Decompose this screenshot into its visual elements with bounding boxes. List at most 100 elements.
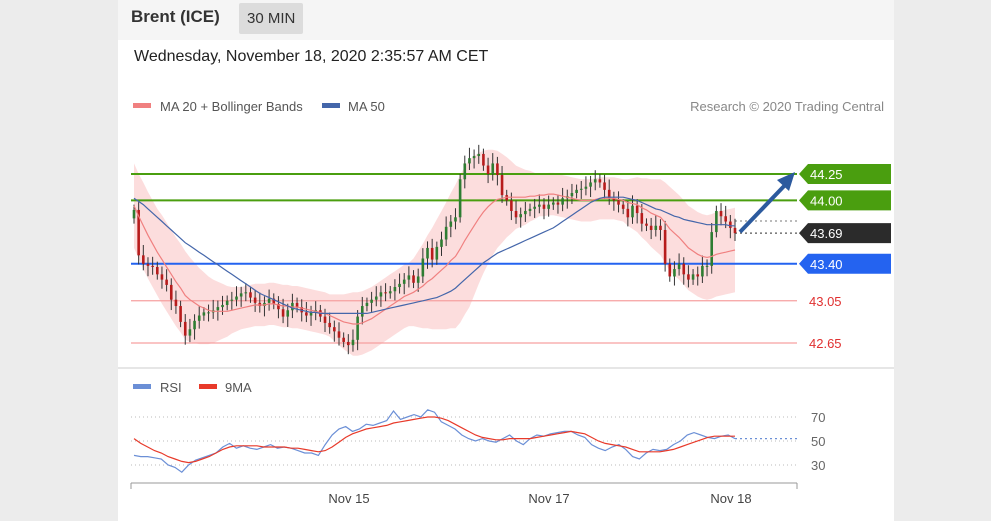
candle xyxy=(519,207,522,228)
candle xyxy=(556,194,560,214)
candle xyxy=(477,144,481,164)
candle xyxy=(663,220,667,272)
candle-body xyxy=(281,309,285,317)
candle xyxy=(458,174,462,223)
candle-body xyxy=(272,298,276,304)
candle xyxy=(538,194,541,214)
candle xyxy=(286,303,290,327)
candle-body xyxy=(221,304,224,308)
candle xyxy=(621,199,625,215)
ma20-legend-swatch xyxy=(133,103,151,108)
candle-body xyxy=(486,165,490,174)
ma50-legend-swatch xyxy=(322,103,340,108)
candle-body xyxy=(249,292,252,298)
candle-body xyxy=(645,223,648,226)
candle-body xyxy=(146,263,150,266)
candle-body xyxy=(244,292,248,294)
rsi-area: 70 50 30 xyxy=(131,409,825,473)
level-tag-43.69 xyxy=(799,223,891,244)
candle xyxy=(691,269,695,285)
rsi-tick-70: 70 xyxy=(811,410,825,425)
candle-body xyxy=(137,209,140,256)
candle-body xyxy=(454,217,457,222)
candle-body xyxy=(388,291,392,294)
candle-body xyxy=(663,229,667,264)
chart-header: Brent (ICE) 30 MIN xyxy=(118,0,894,40)
candle xyxy=(444,216,448,247)
candle-body xyxy=(421,258,425,277)
candle-body xyxy=(533,206,536,209)
candle xyxy=(710,223,714,274)
candle-body xyxy=(407,275,411,280)
candle-body xyxy=(724,216,727,222)
candle-body xyxy=(691,274,695,280)
candle xyxy=(719,203,723,226)
candle-body xyxy=(183,321,187,336)
candle-body xyxy=(710,232,714,266)
candle-body xyxy=(132,209,136,219)
candle xyxy=(356,310,359,351)
candle-body xyxy=(500,175,504,196)
candle xyxy=(673,261,676,286)
candle xyxy=(593,170,597,191)
ma9-legend-swatch xyxy=(199,384,217,389)
candle-body xyxy=(598,179,602,183)
candle-body xyxy=(169,284,173,300)
candle-body xyxy=(640,213,644,224)
candle-body xyxy=(342,337,345,342)
x-tick-label: Nov 15 xyxy=(328,491,369,506)
candle xyxy=(137,202,140,265)
candle-body xyxy=(309,312,313,316)
rsi-ma9-line xyxy=(133,416,735,464)
candle-body xyxy=(701,265,704,277)
price-area: 44.25 44.00 43.69 43.40 43.05 42.65 xyxy=(131,144,891,356)
candle xyxy=(552,197,555,210)
candle-body xyxy=(305,312,308,316)
candle-body xyxy=(570,193,574,197)
level-tag-44.25 xyxy=(799,164,891,184)
candle xyxy=(472,149,476,169)
candle xyxy=(561,187,564,212)
level-label-44.25: 44.25 xyxy=(810,167,843,182)
candle xyxy=(179,300,182,328)
ma9-legend-label: 9MA xyxy=(225,380,252,395)
candle-body xyxy=(496,163,499,176)
candle-body xyxy=(225,300,229,305)
candle xyxy=(486,157,490,184)
candle xyxy=(160,266,164,289)
candle-body xyxy=(412,275,415,283)
candle-body xyxy=(351,339,355,346)
candle xyxy=(305,302,308,323)
candle-body xyxy=(393,287,397,292)
price-legend: MA 20 + Bollinger Bands MA 50 Research ©… xyxy=(133,99,884,114)
candle xyxy=(393,279,397,301)
candle xyxy=(370,291,373,312)
candle xyxy=(253,289,257,312)
candle xyxy=(155,261,159,280)
candle-body xyxy=(635,205,639,214)
timeframe-button[interactable]: 30 MIN xyxy=(239,3,304,34)
candle xyxy=(687,265,690,288)
candle-body xyxy=(277,303,280,310)
candle-body xyxy=(719,210,723,217)
candle-body xyxy=(547,204,550,209)
candle-body xyxy=(575,189,578,194)
candle xyxy=(249,287,252,303)
candle-body xyxy=(151,265,154,267)
candle-body xyxy=(607,189,611,199)
candle xyxy=(374,286,378,307)
candle-body xyxy=(715,210,718,233)
candle-body xyxy=(337,331,341,338)
candle xyxy=(435,241,439,265)
candle-body xyxy=(584,186,588,189)
candle xyxy=(468,147,471,170)
candle xyxy=(216,300,220,321)
candle xyxy=(631,195,634,224)
candle-body xyxy=(435,246,439,260)
rsi-tick-30: 30 xyxy=(811,458,825,473)
candle xyxy=(347,334,350,355)
candle-body xyxy=(174,299,178,307)
candle xyxy=(514,200,518,224)
candle-body xyxy=(472,156,476,159)
candle xyxy=(626,201,630,227)
